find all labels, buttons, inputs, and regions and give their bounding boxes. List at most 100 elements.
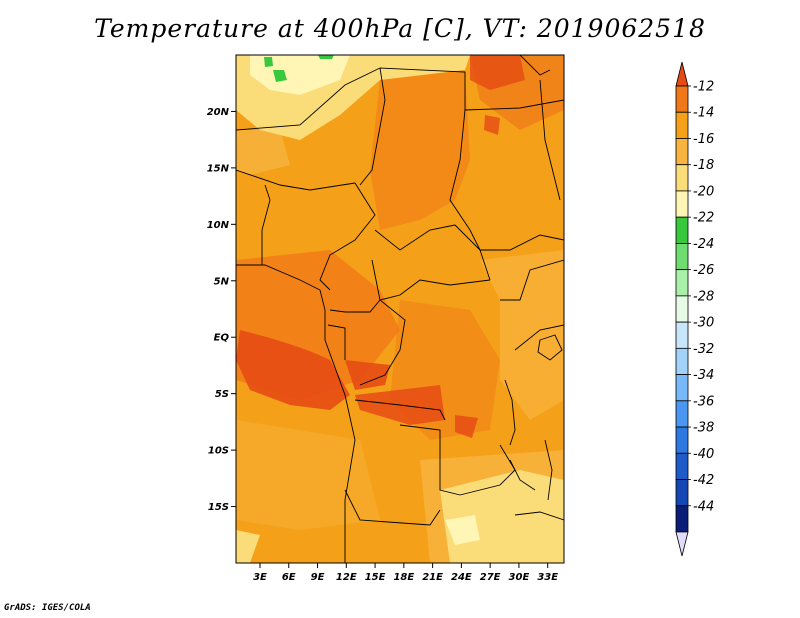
colorbar-label: -36 [693,394,714,409]
map-border [235,54,565,564]
colorbar-bottom-triangle [675,531,689,557]
credit-text: GrADS: IGES/COLA [4,603,91,613]
map-title: Temperature at 400hPa [C], VT: 201906251… [94,14,706,43]
border-east [500,259,564,301]
lat-tick-label: 15S [208,502,229,513]
border-cameroon-car [371,259,381,301]
lat-tick-label: EQ [214,333,230,344]
lon-tick-label: 30E [509,572,530,583]
colorbar-label: -14 [693,106,714,121]
border-nigeria-niger [236,169,356,191]
border-nigeria-cameroon [319,182,376,291]
longitude-axis: 3E 6E 9E 12E 15E 18E 21E 24E 27E 30E 33E [253,563,558,583]
border-niger-chad [359,67,386,186]
mild-region-south [236,420,380,530]
hot-region-west [236,330,350,410]
lon-tick-label: 33E [537,572,558,583]
lake-victoria [537,334,563,361]
colorbar-segment [675,295,689,323]
border-chad-car [374,224,456,251]
colorbar-segment [675,374,689,402]
colorbar-label: -20 [693,184,714,199]
border-tanzania [514,324,564,351]
colorbar-label: -32 [693,342,714,357]
border-cameroon-congo [329,299,381,313]
colorbar-label: -16 [693,132,714,147]
lat-tick-label: 10N [207,220,230,231]
lat-tick-label: 5S [215,389,229,400]
colorbar-label: -40 [693,447,714,462]
colorbar-segment [675,269,689,297]
colorbar-label: -44 [693,499,714,514]
lat-tick-label: 10S [208,446,229,457]
colorbar: -12 -14 -16 -18 -20 -22 -24 -26 -28 -30 -32 -34 -36 -… [675,61,714,557]
hot-region-small [455,415,478,438]
border-drc-south [354,399,446,421]
border-car-drc [379,279,491,301]
colorbar-segment [675,505,689,533]
colorbar-label: -24 [693,237,714,252]
border-egypt-sudan [464,99,564,111]
warm-region-north [370,70,470,230]
hot-region-congo [345,360,390,390]
lake-malawi [544,439,553,501]
lon-tick-label: 21E [422,572,443,583]
colorbar-segment [675,243,689,271]
colorbar-segment [675,216,689,244]
colorbar-label: -22 [693,211,714,226]
temperature-field [236,55,564,563]
lon-tick-label: 27E [480,572,501,583]
border-gabon [327,324,346,360]
border-sudan-south [480,234,564,251]
colorbar-segment [675,452,689,480]
border-algeria-niger [236,67,381,131]
border-sudan-east [539,79,561,201]
lat-tick-label: 5N [214,276,230,287]
colorbar-segment [675,138,689,166]
mild-region-east [480,250,564,420]
lon-tick-label: 3E [253,572,267,583]
mild-region-west [236,130,290,175]
lon-tick-label: 9E [311,572,325,583]
lon-tick-label: 24E [451,572,472,583]
colorbar-segment [675,190,689,218]
cold-region-north [250,55,350,95]
colorbar-label: -34 [693,368,714,383]
colorbar-segment [675,347,689,375]
colorbar-label: -18 [693,158,714,173]
border-chad-libya [379,67,466,110]
border-zambia [459,444,516,496]
lon-tick-label: 18E [393,572,414,583]
colorbar-segment [675,426,689,454]
border-angola-south [344,489,441,526]
latitude-axis: 20N 15N 10N 5N EQ 5S 10S 15S [207,107,236,513]
lon-tick-label: 12E [336,572,357,583]
colorbar-label: -38 [693,421,714,436]
colorbar-label: -42 [693,473,714,488]
lat-tick-label: 15N [207,163,230,174]
colorbar-segment [675,479,689,507]
colorbar-label: -28 [693,289,714,304]
hot-region-ne [470,55,525,90]
country-borders [236,55,564,563]
green-patch-2 [273,70,287,82]
colorbar-segment [675,400,689,428]
green-patch-1 [264,57,273,67]
lon-tick-label: 15E [365,572,386,583]
border-benin [261,184,271,265]
border-misc-2 [514,511,564,521]
colorbar-label: -30 [693,316,714,331]
colorbar-segment [675,164,689,192]
red-sea-coast [519,55,551,76]
colorbar-segment [675,85,689,113]
border-misc-1 [509,459,536,491]
colorbar-segment [675,111,689,139]
colorbar-label: -26 [693,263,714,278]
lon-tick-label: 6E [282,572,296,583]
cool-region-southwest [236,530,260,563]
lat-tick-label: 20N [207,107,230,118]
border-congo-drc [359,299,406,386]
map-frame: 20N 15N 10N 5N EQ 5S 10S 15S 3E 6E 9E 12E 15E 18E 21E… [207,54,565,583]
green-patch-3 [318,55,334,59]
